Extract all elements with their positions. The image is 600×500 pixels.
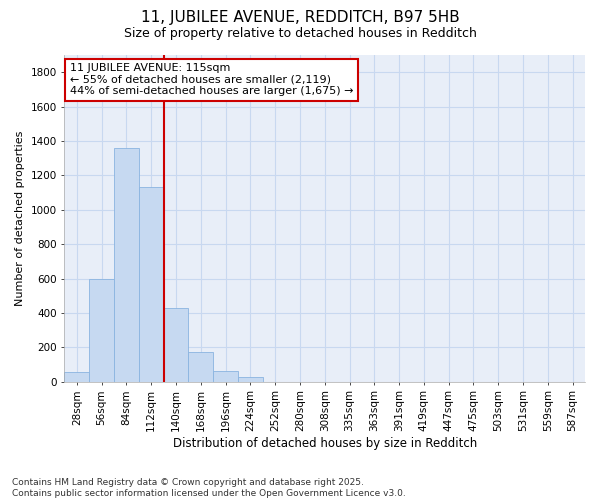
- Bar: [188, 352, 213, 382]
- Text: Size of property relative to detached houses in Redditch: Size of property relative to detached ho…: [124, 28, 476, 40]
- Bar: [114, 148, 139, 382]
- Bar: [213, 370, 238, 382]
- Bar: [238, 376, 263, 382]
- Y-axis label: Number of detached properties: Number of detached properties: [15, 130, 25, 306]
- Text: 11 JUBILEE AVENUE: 115sqm
← 55% of detached houses are smaller (2,119)
44% of se: 11 JUBILEE AVENUE: 115sqm ← 55% of detac…: [70, 63, 353, 96]
- Bar: [89, 278, 114, 382]
- X-axis label: Distribution of detached houses by size in Redditch: Distribution of detached houses by size …: [173, 437, 477, 450]
- Bar: [164, 308, 188, 382]
- Bar: [139, 188, 164, 382]
- Text: Contains HM Land Registry data © Crown copyright and database right 2025.
Contai: Contains HM Land Registry data © Crown c…: [12, 478, 406, 498]
- Bar: [64, 372, 89, 382]
- Text: 11, JUBILEE AVENUE, REDDITCH, B97 5HB: 11, JUBILEE AVENUE, REDDITCH, B97 5HB: [140, 10, 460, 25]
